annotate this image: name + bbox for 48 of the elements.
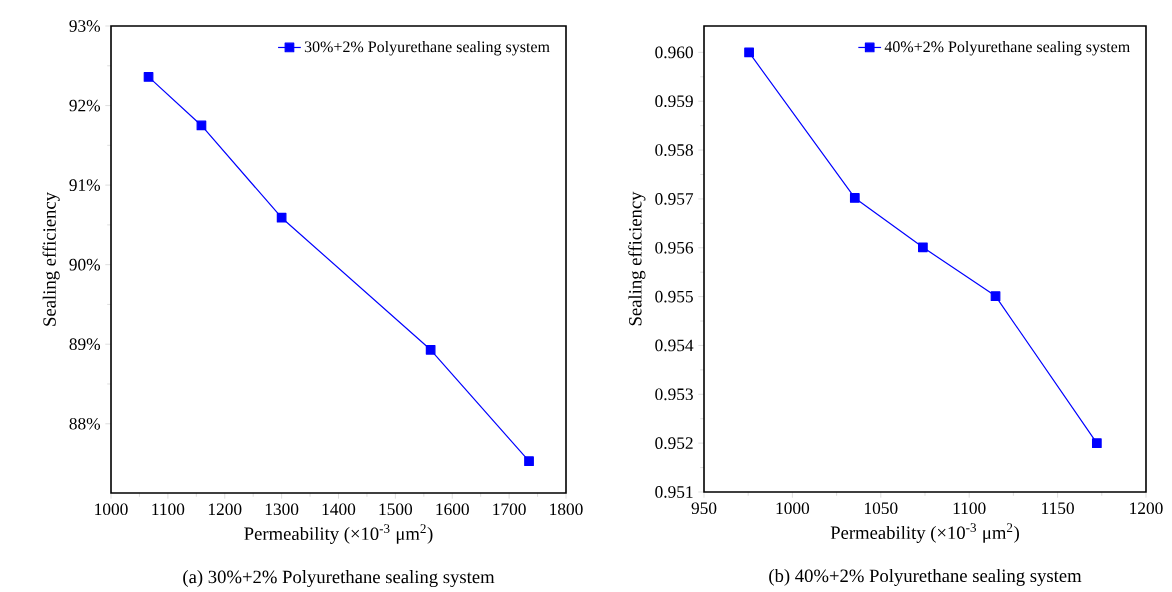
y-tick-label: 0.955 [655, 290, 693, 303]
x-tick-label: 950 [691, 502, 717, 515]
x-tick-label: 1050 [864, 502, 898, 515]
point [425, 344, 436, 355]
text: (b) 40%+2% Polyurethane sealing system [769, 568, 1082, 586]
y-tick-label: 90% [69, 258, 101, 271]
x-tick-label: 1100 [953, 502, 986, 515]
x-tick-label: 1000 [776, 502, 810, 515]
x-tick-label: 1500 [379, 503, 413, 516]
point [276, 212, 287, 223]
y-tick-label: 0.959 [655, 95, 693, 108]
x-tick-label: 1200 [208, 503, 242, 516]
y-tick-label: 0.951 [655, 486, 693, 498]
x-tick-label: 1400 [322, 503, 356, 516]
y-tick-label: 0.956 [655, 241, 694, 254]
y-tick-label: 88% [69, 417, 101, 430]
y-tick-label: 0.952 [655, 437, 693, 450]
y-tick-label: 91% [69, 179, 101, 191]
point [524, 456, 534, 467]
y-axis-title: Sealing efficiency [628, 191, 646, 326]
x-tick-label: 1100 [152, 503, 185, 516]
y-tick-label: 0.957 [655, 193, 694, 205]
x-tick-label: 1000 [95, 503, 128, 516]
x-tick-label: 1150 [1042, 502, 1074, 515]
point [849, 193, 860, 203]
x-tick-label: 1600 [436, 503, 469, 516]
point [143, 72, 154, 82]
x-tick-label: 1800 [550, 503, 583, 516]
point [1091, 438, 1102, 449]
y-tick-label: 89% [69, 338, 101, 351]
point [918, 242, 928, 253]
legend-label: 30%+2% Polyurethane sealing system [304, 40, 550, 56]
x-axis-title: Permeability (×10$^{-3}$ μm$^{2}$) [244, 524, 433, 544]
y-tick-label: 0.954 [655, 339, 694, 352]
x-tick-label: 1300 [265, 503, 299, 516]
text: (a) 30%+2% Polyurethane sealing system [183, 570, 495, 588]
y-tick-label: 0.958 [655, 144, 693, 156]
point [744, 47, 754, 58]
y-tick-label: 0.953 [655, 388, 693, 401]
y-tick-label: 92% [69, 99, 101, 112]
x-tick-label: 1200 [1130, 502, 1163, 515]
point [990, 291, 1001, 301]
y-tick-label: 93% [69, 20, 101, 32]
x-tick-label: 1700 [493, 503, 526, 516]
legend-label: 40%+2% Polyurethane sealing system [884, 40, 1130, 56]
x-axis-title: Permeability (×10$^{-3}$ μm$^{2}$) [830, 523, 1019, 543]
y-axis-title: Sealing efficiency [42, 192, 60, 326]
y-tick-label: 0.960 [655, 46, 693, 59]
